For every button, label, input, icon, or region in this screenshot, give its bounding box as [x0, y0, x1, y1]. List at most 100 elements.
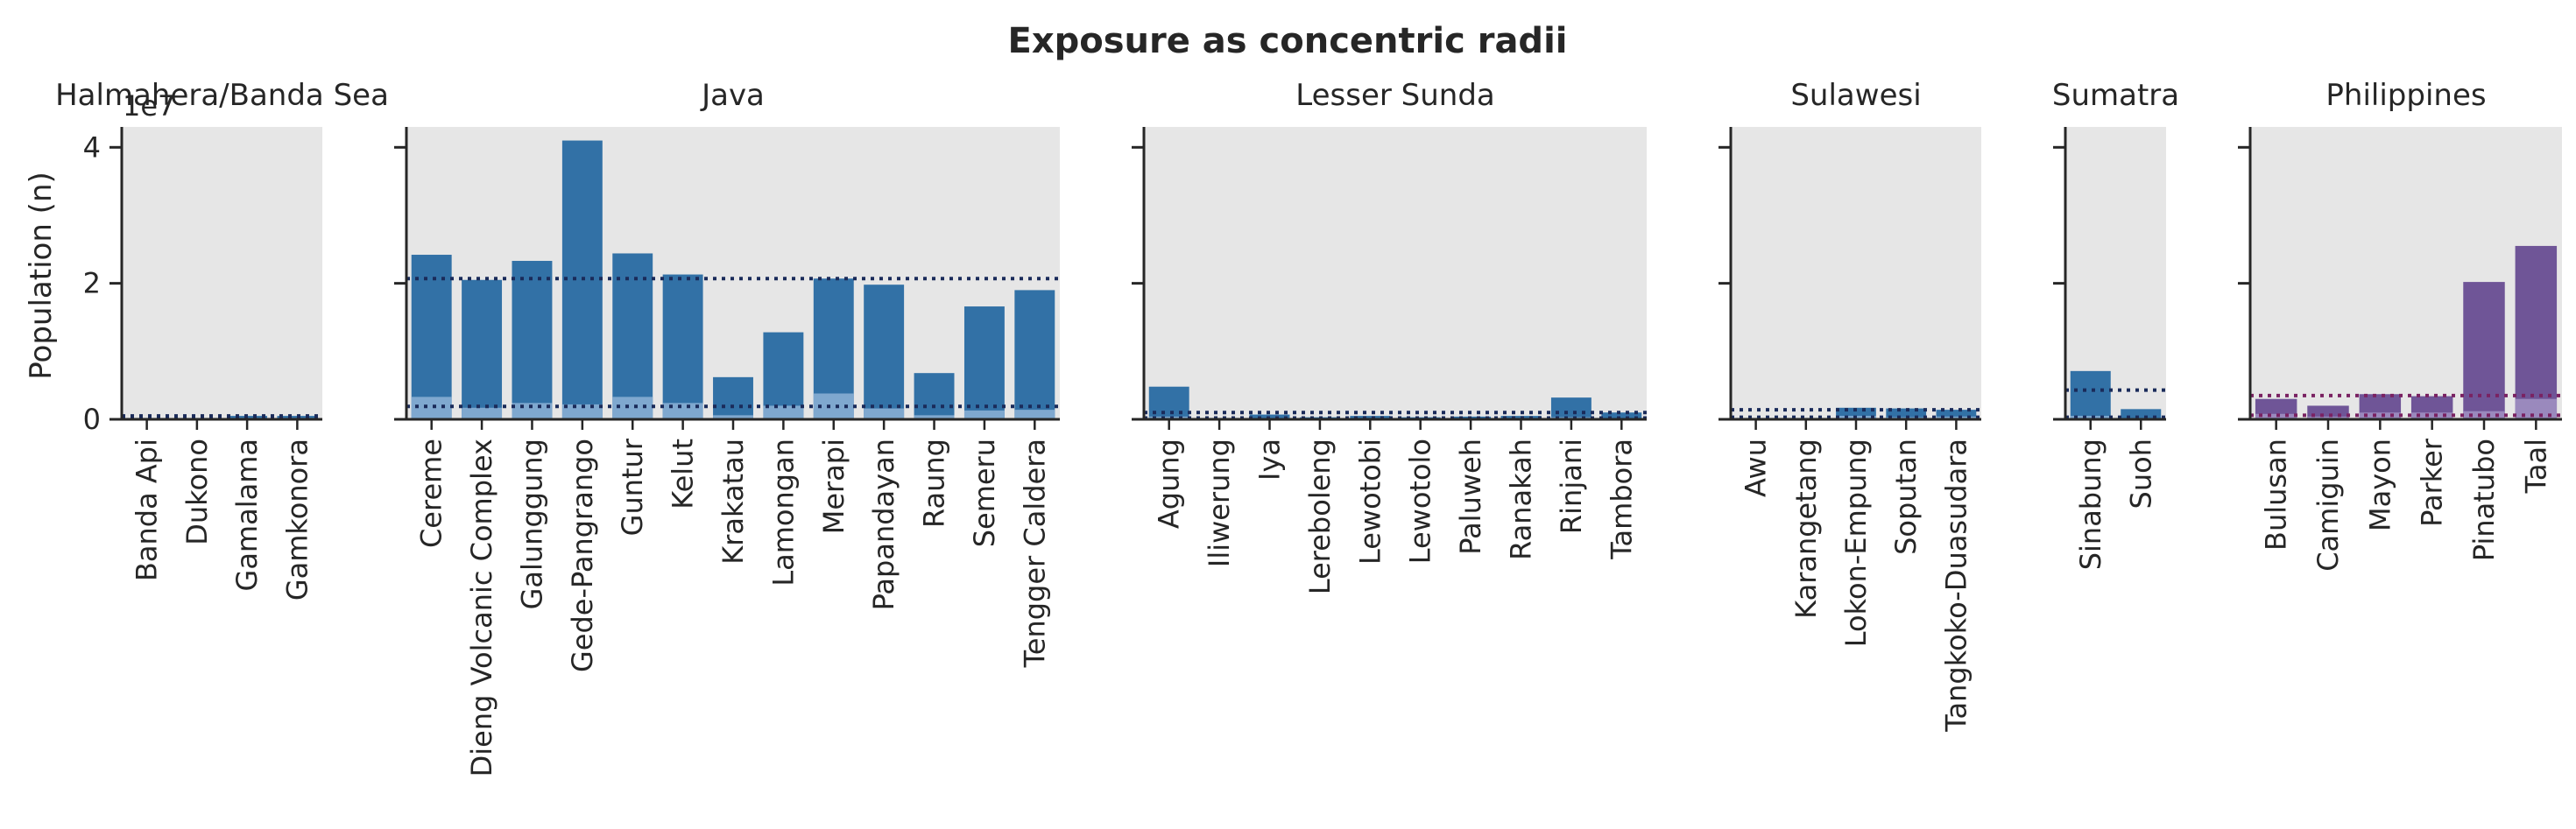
x-tick-label: Pinatubo	[2467, 439, 2501, 561]
y-tick-label: 4	[83, 130, 101, 164]
panel-background	[2065, 127, 2166, 419]
x-tick-label: Papandayan	[867, 439, 900, 610]
panel-title: Sulawesi	[1790, 78, 1921, 113]
panel-background	[1144, 127, 1647, 419]
x-tick-label: Cereme	[415, 439, 448, 548]
x-tick-label: Taal	[2519, 439, 2552, 494]
bar-outer-guntur	[612, 253, 653, 419]
x-tick-label: Lewotobi	[1353, 439, 1387, 565]
bar-outer-suoh	[2121, 409, 2162, 419]
bar-inner-kelut	[662, 403, 703, 419]
bar-outer-krakatau	[713, 376, 753, 419]
bar-outer-lewotobi	[1350, 416, 1391, 419]
x-tick-label: Ranakah	[1505, 439, 1538, 560]
x-tick-label: Lewotolo	[1404, 439, 1437, 564]
bar-inner-pinatubo	[2463, 411, 2505, 419]
x-tick-label: Suoh	[2124, 439, 2157, 509]
x-tick-label: Krakatau	[716, 439, 750, 565]
x-tick-label: Iya	[1253, 439, 1287, 481]
bar-outer-rinjani	[1550, 397, 1591, 419]
bar-inner-tangkoko-duasudara	[1936, 416, 1977, 419]
panel-title: Java	[700, 78, 765, 113]
x-tick-label: Dukono	[180, 439, 214, 545]
bar-inner-raung	[914, 415, 955, 419]
bar-inner-krakatau	[713, 415, 753, 419]
x-tick-label: Semeru	[968, 439, 1001, 547]
bar-outer-cereme	[411, 255, 452, 419]
y-tick-label: 0	[83, 403, 101, 436]
x-tick-label: Tangkoko-Duasudara	[1939, 439, 1973, 733]
x-tick-label: Camiguin	[2311, 439, 2345, 572]
x-tick-label: Raung	[918, 439, 951, 528]
bar-outer-tengger-caldera	[1014, 290, 1055, 419]
panel-lesser-sunda: Lesser Sunda Agung Iliwerung Iya Lereboleng L…	[1132, 78, 1647, 594]
bar-outer-kelut	[662, 274, 703, 419]
bar-outer-galunggung	[512, 261, 553, 419]
bar-inner-taal	[2515, 398, 2558, 419]
bar-outer-pinatubo	[2463, 282, 2505, 419]
panel-background	[406, 127, 1060, 419]
panels-layer: Halmahera/Banda Sea Banda Api Dukono Gamala…	[55, 78, 2562, 776]
x-tick-label: Iliwerung	[1203, 439, 1236, 567]
panel-title: Lesser Sunda	[1295, 78, 1495, 113]
panel-background	[122, 127, 322, 419]
x-tick-label: Sinabung	[2074, 439, 2107, 570]
panel-halmahera-banda-sea: Halmahera/Banda Sea Banda Api Dukono Gamala…	[55, 78, 389, 601]
bar-inner-tengger-caldera	[1014, 410, 1055, 419]
y-axis-label: Population (n)	[24, 172, 59, 380]
x-tick-label: Rinjani	[1555, 439, 1588, 534]
bar-outer-dieng-volcanic-complex	[462, 279, 503, 419]
x-tick-label: Lokon-Empung	[1839, 439, 1873, 647]
x-tick-label: Gamalama	[230, 439, 264, 591]
bar-outer-taal	[2515, 245, 2558, 419]
bar-inner-papandayan	[864, 408, 905, 419]
x-tick-label: Dieng Volcanic Complex	[465, 439, 498, 776]
x-tick-label: Paluweh	[1454, 439, 1487, 555]
panel-title: Philippines	[2325, 78, 2486, 113]
x-tick-label: Merapi	[817, 439, 850, 534]
bar-outer-tangkoko-duasudara	[1936, 410, 1977, 419]
x-tick-label: Kelut	[667, 439, 700, 509]
panel-title: Sumatra	[2052, 78, 2179, 113]
x-tick-label: Agung	[1153, 439, 1186, 529]
x-tick-label: Gede-Pangrango	[566, 439, 599, 672]
x-tick-label: Karangetang	[1789, 439, 1823, 619]
bar-inner-agung	[1148, 416, 1189, 419]
x-tick-label: Soputan	[1889, 439, 1923, 555]
panel-philippines: Philippines Bulusan Camiguin Mayon Parker Pin…	[2238, 78, 2562, 572]
panel-sulawesi: Sulawesi Awu Karangetang Lokon-Empung Soputa…	[1719, 78, 1981, 733]
y-tick-label: 2	[83, 267, 101, 300]
bar-outer-semeru	[963, 306, 1005, 419]
x-tick-label: Bulusan	[2260, 439, 2293, 551]
bar-outer-raung	[914, 373, 955, 419]
x-tick-label: Mayon	[2363, 439, 2396, 531]
panel-background	[1731, 127, 1981, 419]
panel-background	[2250, 127, 2562, 419]
bar-inner-mayon	[2359, 412, 2402, 419]
bar-outer-agung	[1148, 386, 1189, 419]
bar-inner-semeru	[963, 410, 1005, 419]
x-tick-label: Awu	[1740, 439, 1773, 497]
bar-inner-camiguin	[2307, 416, 2349, 419]
bar-inner-lamongan	[763, 405, 804, 419]
panel-java: Java Cereme Dieng Volcanic Complex Galunggu…	[394, 78, 1060, 776]
panel-title: Halmahera/Banda Sea	[55, 78, 389, 113]
x-tick-label: Galunggung	[515, 439, 548, 609]
bar-inner-sinabung	[2070, 416, 2111, 419]
chart-title: Exposure as concentric radii	[1008, 21, 1568, 61]
x-tick-label: Parker	[2416, 438, 2449, 527]
x-tick-label: Tambora	[1605, 439, 1638, 560]
bar-inner-parker	[2410, 412, 2453, 419]
x-tick-label: Lamongan	[766, 439, 800, 587]
bar-outer-papandayan	[864, 285, 905, 419]
bar-outer-tambora	[1601, 412, 1642, 419]
x-tick-label: Gamkonora	[280, 439, 314, 601]
x-tick-label: Guntur	[616, 438, 649, 536]
x-tick-label: Banda Api	[131, 439, 164, 581]
x-tick-label: Lereboleng	[1303, 439, 1337, 594]
panel-sumatra: Sumatra Sinabung Suoh	[2052, 78, 2179, 570]
bar-inner-bulusan	[2255, 413, 2297, 419]
bar-outer-sinabung	[2070, 370, 2111, 419]
